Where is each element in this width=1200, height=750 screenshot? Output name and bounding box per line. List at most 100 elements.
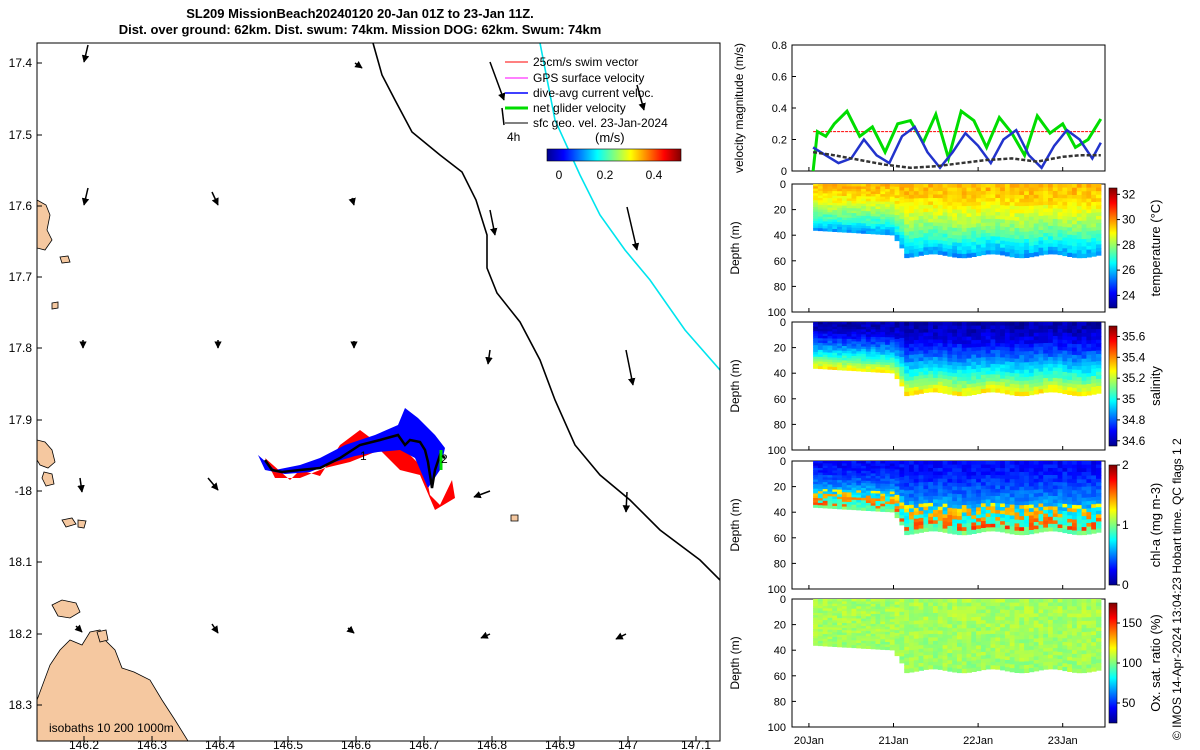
heatmap-cell: [899, 659, 905, 664]
map-xtick-label: 146.5: [273, 738, 303, 750]
heatmap-cell: [1004, 372, 1011, 377]
heatmap-cell: [918, 375, 924, 380]
heatmap-cell: [1086, 628, 1092, 633]
heatmap-cell: [913, 198, 920, 203]
heatmap-cell: [1048, 513, 1054, 518]
heatmap-cell: [995, 517, 1001, 522]
heatmap-cell: [957, 468, 963, 473]
heatmap-cell: [851, 495, 857, 498]
heatmap-cell: [1019, 523, 1025, 528]
heatmap-cell: [1033, 620, 1040, 625]
heatmap-cell: [851, 461, 857, 464]
heatmap-cell: [856, 366, 862, 369]
heatmap-cell: [1081, 380, 1087, 386]
heatmap-cell: [918, 191, 924, 196]
colorbar-tick-label: 2: [1122, 458, 1129, 472]
heatmap-cell: [1019, 501, 1025, 506]
heatmap-cell: [894, 192, 900, 196]
heatmap-cell: [904, 231, 910, 237]
heatmap-cell: [1062, 606, 1068, 611]
heatmap-cell: [1033, 652, 1040, 657]
heatmap-cell: [894, 616, 900, 620]
heatmap-cell: [1028, 475, 1035, 480]
heatmap-cell: [880, 463, 886, 467]
heatmap-cell: [832, 226, 838, 230]
heatmap-cell: [1081, 384, 1087, 389]
heatmap-cell: [899, 196, 905, 201]
heatmap-cell: [841, 193, 848, 197]
velocity-series: [812, 150, 1101, 170]
heatmap-cell: [1048, 377, 1054, 382]
heatmap-cell: [817, 498, 824, 502]
heatmap-cell: [1096, 510, 1102, 515]
heatmap-cell: [851, 642, 857, 646]
heatmap-cell: [1000, 514, 1006, 519]
heatmap-cell: [861, 353, 867, 357]
heatmap-cell: [817, 329, 824, 332]
heatmap-cell: [813, 470, 819, 474]
heatmap-cell: [1067, 468, 1073, 473]
heatmap-cell: [846, 644, 853, 648]
heatmap-cell: [985, 485, 992, 490]
heatmap-cell: [909, 224, 915, 229]
heatmap-cell: [1062, 234, 1068, 239]
heatmap-cell: [1028, 358, 1035, 363]
heatmap-cell: [966, 336, 972, 341]
heatmap-cell: [875, 357, 881, 361]
heatmap-cell: [942, 493, 948, 498]
heatmap-cell: [813, 197, 819, 201]
heatmap-cell: [822, 198, 829, 201]
heatmap-cell: [1062, 198, 1068, 203]
heatmap-cell: [1067, 617, 1073, 622]
heatmap-cell: [913, 248, 920, 254]
heatmap-cell: [846, 193, 853, 197]
heatmap-cell: [985, 503, 992, 508]
heatmap-cell: [885, 611, 891, 615]
heatmap-cell: [904, 657, 910, 663]
heatmap-cell: [1033, 606, 1040, 611]
heatmap-cell: [1043, 475, 1049, 480]
heatmap-cell: [865, 480, 872, 484]
heatmap-cell: [894, 652, 900, 657]
heatmap-cell: [1014, 475, 1020, 480]
heatmap-cell: [841, 343, 848, 347]
heatmap-cell: [995, 381, 1001, 386]
heatmap-cell: [837, 496, 843, 500]
heatmap-cell: [1086, 642, 1092, 647]
heatmap-cell: [1067, 599, 1073, 604]
heatmap-cell: [1081, 340, 1087, 345]
heatmap-cell: [1004, 347, 1011, 352]
heatmap-cell: [832, 184, 838, 187]
heatmap-cell: [817, 505, 824, 509]
heatmap-cell: [961, 657, 968, 663]
heatmap-cell: [976, 226, 982, 232]
heatmap-cell: [1014, 661, 1020, 666]
heatmap-cell: [1057, 322, 1063, 327]
heatmap-cell: [1081, 632, 1087, 637]
heatmap-cell: [918, 382, 924, 387]
heatmap-cell: [1091, 365, 1097, 370]
heatmap-cell: [923, 510, 929, 515]
heatmap-cell: [1072, 668, 1078, 673]
heatmap-cell: [885, 349, 891, 353]
heatmap-cell: [827, 219, 833, 223]
heatmap-cell: [942, 496, 948, 501]
heatmap-cell: [1043, 194, 1049, 199]
heatmap-cell: [1086, 220, 1092, 225]
heatmap-cell: [1057, 332, 1063, 337]
heatmap-cell: [1028, 198, 1035, 203]
heatmap-cell: [885, 370, 891, 374]
heatmap-cell: [822, 615, 829, 619]
heatmap-cell: [942, 475, 948, 480]
heatmap-cell: [851, 331, 857, 335]
heatmap-cell: [1091, 350, 1097, 355]
heatmap-cell: [913, 609, 920, 614]
heatmap-cell: [980, 503, 987, 508]
heatmap-cell: [1052, 325, 1059, 330]
heatmap-cell: [913, 390, 920, 395]
heatmap-cell: [942, 461, 948, 466]
heatmap-cell: [1057, 236, 1063, 241]
heatmap-cell: [918, 354, 924, 359]
heatmap-cell: [904, 661, 910, 666]
heatmap-cell: [1000, 346, 1006, 351]
